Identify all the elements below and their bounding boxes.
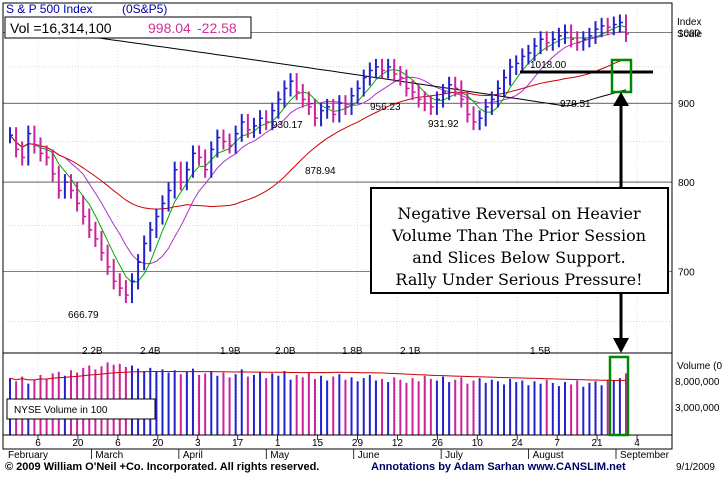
month-label: June <box>358 450 380 461</box>
footer-date: 9/1/2009 <box>676 462 715 473</box>
date-tick-label: 20 <box>72 438 84 449</box>
price-axis: 700 800 900 1000 <box>678 29 701 279</box>
date-tick-label: 12 <box>392 438 404 449</box>
date-tick-label: 10 <box>472 438 484 449</box>
month-label: August <box>533 450 564 461</box>
volume-highlight-box <box>608 355 630 437</box>
annotation-line-1: Negative Reversal on Heavier <box>397 204 641 223</box>
price-tick-label: 800 <box>678 178 695 189</box>
month-label: July <box>445 450 463 461</box>
month-label: April <box>183 450 203 461</box>
price-tick-label: 900 <box>678 99 695 110</box>
index-name: S & P 500 Index <box>6 2 93 16</box>
date-tick-label: 1 <box>275 438 281 449</box>
price-readout: 998.04 <box>148 20 191 36</box>
volume-annotation: 1.5B <box>530 346 551 357</box>
volume-average-line <box>9 370 626 382</box>
scale-label-line1: Index <box>677 17 701 28</box>
annotation-box <box>370 187 669 294</box>
copyright-text: © 2009 William O'Neil +Co. Incorporated.… <box>5 461 319 473</box>
volume-annotations: 2.2B 2.4B 1.9B 2.0B 1.8B 2.1B 1.5B <box>82 346 551 357</box>
month-label: September <box>620 450 670 461</box>
price-panel <box>2 2 673 354</box>
date-axis: 6 20 6 20 3 17 1 15 29 12 26 10 24 7 21 4 February March A… <box>2 434 673 461</box>
annotation-line-3: and Slices Below Support. <box>412 248 625 267</box>
date-tick-label: 4 <box>634 438 640 449</box>
price-annotation: 931.92 <box>428 119 459 130</box>
price-annotation: 1018.00 <box>530 60 567 71</box>
scale-label-line2: Scale <box>677 29 702 40</box>
volume-legend-box <box>6 398 156 420</box>
ma-200-line <box>9 25 627 107</box>
volume-annotation: 2.2B <box>82 346 103 357</box>
date-tick-label: 7 <box>554 438 560 449</box>
date-tick-label: 15 <box>312 438 324 449</box>
annotations-credit: Annotations by Adam Sarhan www.CANSLIM.n… <box>371 461 626 473</box>
ma-30-line <box>9 58 627 210</box>
volume-tick-8m: 8,000,000 <box>675 377 720 388</box>
index-symbol: (0S&P5) <box>122 2 167 16</box>
date-tick-label: 24 <box>512 438 524 449</box>
price-bars <box>9 14 629 304</box>
volume-axis-label: Volume (00) <box>677 361 722 372</box>
volume-tick-3m: 3,000,000 <box>675 403 720 414</box>
date-tick-label: 6 <box>115 438 121 449</box>
date-tick-label: 3 <box>195 438 201 449</box>
arrow-down-head <box>613 338 629 353</box>
arrow-up-head <box>613 92 629 106</box>
volume-annotation: 1.8B <box>342 346 363 357</box>
price-annotation: 956.23 <box>370 102 401 113</box>
vertical-gridlines <box>37 3 638 435</box>
quote-box <box>4 16 252 39</box>
month-label: February <box>8 450 48 461</box>
price-annotation: 666.79 <box>68 310 99 321</box>
volume-annotation: 2.1B <box>400 346 421 357</box>
volume-annotation: 1.9B <box>220 346 241 357</box>
month-label: March <box>95 450 123 461</box>
price-annotation: 978.51 <box>560 99 591 110</box>
ma-10-line <box>9 31 627 265</box>
date-tick-label: 26 <box>432 438 444 449</box>
date-tick-label: 6 <box>35 438 41 449</box>
volume-annotation: 2.0B <box>275 346 296 357</box>
month-label: May <box>270 450 289 461</box>
change-readout: -22.58 <box>197 20 237 36</box>
annotation-line-4: Rally Under Serious Pressure! <box>395 270 642 289</box>
date-tick-label: 29 <box>352 438 364 449</box>
date-tick-label: 17 <box>232 438 244 449</box>
volume-annotation: 2.4B <box>140 346 161 357</box>
annotation-line-2: Volume Than The Prior Session <box>391 226 646 245</box>
date-tick-label: 20 <box>152 438 164 449</box>
price-annotation: 930.17 <box>272 120 303 131</box>
price-tick-label: 1000 <box>678 29 701 40</box>
volume-readout: Vol =16,314,100 <box>10 20 112 36</box>
price-highlight-box <box>610 58 633 94</box>
date-tick-label: 21 <box>592 438 604 449</box>
volume-legend: NYSE Volume in 100 <box>14 405 108 416</box>
price-annotation: 878.94 <box>305 166 336 177</box>
date-axis-band <box>2 434 673 450</box>
price-tick-label: 700 <box>678 268 695 279</box>
